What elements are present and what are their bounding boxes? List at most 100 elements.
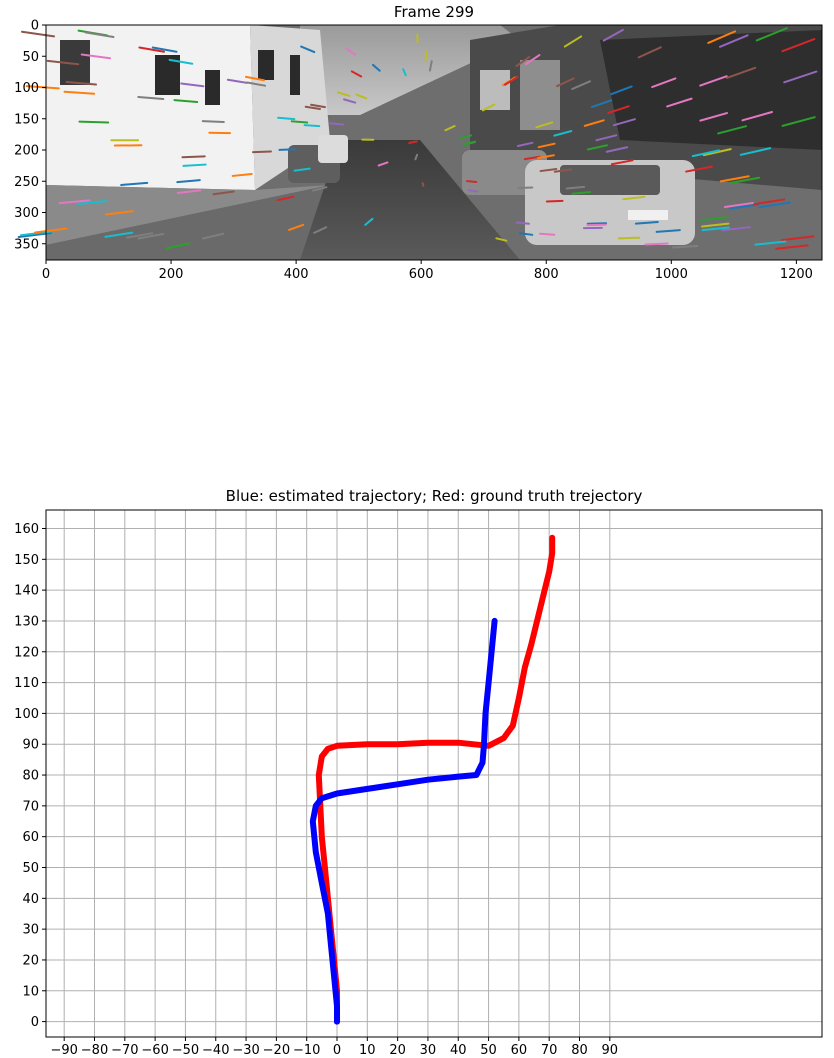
trajectory-chart-title: Blue: estimated trajectory; Red: ground … — [225, 487, 643, 505]
x-tick-label: −80 — [81, 1043, 108, 1058]
feature-track — [137, 232, 165, 240]
feature-track — [553, 130, 573, 137]
trajectory-y-axis: 0 10 20 30 40 50 60 70 80 90 100 110 120 130 140 150 160 — [14, 522, 46, 1030]
feature-track — [563, 35, 583, 48]
feature-track — [246, 81, 267, 87]
feature-track — [605, 146, 629, 153]
feature-track — [46, 59, 80, 66]
frame-y-tick-label: 250 — [14, 175, 39, 190]
feature-track — [610, 85, 633, 96]
feature-track — [304, 105, 321, 110]
feature-track — [313, 226, 328, 234]
frame-y-axis: 0 50 100 150 200 250 300 350 — [14, 19, 46, 252]
frame-y-tick-label: 50 — [22, 50, 39, 65]
y-tick-label: 0 — [31, 1015, 39, 1030]
frame-x-tick-label: 800 — [534, 267, 559, 282]
x-tick-label: 0 — [333, 1043, 341, 1058]
feature-track — [137, 95, 165, 100]
x-tick-label: −20 — [263, 1043, 290, 1058]
feature-track — [180, 82, 205, 88]
feature-track — [515, 56, 531, 68]
feature-track — [402, 68, 407, 77]
frame-y-tick-label: 300 — [14, 206, 39, 221]
feature-track — [428, 60, 433, 72]
feature-track — [672, 245, 699, 249]
feature-track — [372, 63, 381, 72]
feature-track — [701, 222, 730, 228]
feature-track — [201, 120, 225, 124]
feature-track — [699, 112, 728, 122]
feature-track — [377, 161, 389, 167]
feature-track — [545, 199, 564, 203]
feature-tracks — [17, 27, 818, 250]
frame-y-tick-label: 100 — [14, 81, 39, 96]
x-tick-label: −40 — [202, 1043, 229, 1058]
feature-track — [634, 221, 659, 225]
feature-track — [182, 163, 207, 167]
feature-track — [556, 77, 575, 88]
feature-track — [565, 185, 586, 190]
trajectory-grid — [46, 510, 822, 1037]
feature-track — [753, 198, 786, 206]
feature-track — [58, 199, 91, 205]
feature-track — [535, 121, 554, 129]
y-tick-label: 110 — [14, 676, 39, 691]
x-tick-label: −30 — [232, 1043, 259, 1058]
feature-track — [622, 195, 646, 201]
feature-track — [602, 28, 624, 42]
feature-track — [655, 229, 681, 233]
feature-track — [104, 210, 134, 216]
feature-track — [19, 230, 55, 237]
feature-track — [699, 216, 729, 222]
frame-x-tick-label: 200 — [159, 267, 184, 282]
feature-track — [151, 46, 178, 53]
feature-track — [303, 124, 321, 128]
x-tick-label: 60 — [511, 1043, 528, 1058]
feature-track — [165, 242, 191, 250]
feature-track — [120, 181, 149, 186]
x-tick-label: 50 — [480, 1043, 497, 1058]
feature-track — [719, 175, 750, 183]
feature-track — [276, 195, 295, 202]
feature-track — [350, 70, 363, 78]
feature-track — [459, 134, 472, 140]
feature-track — [721, 226, 752, 232]
y-tick-label: 60 — [22, 830, 39, 845]
y-tick-label: 70 — [22, 799, 39, 814]
feature-track — [612, 118, 636, 127]
feature-track — [202, 232, 225, 240]
y-tick-label: 90 — [22, 738, 39, 753]
feature-track — [539, 168, 558, 173]
trajectory-x-axis: −90 −80 −70 −60 −50 −40 −30 −20 −10 0 10 20 30 40 50 60… — [50, 1037, 618, 1058]
feature-track — [553, 168, 573, 173]
feature-track — [699, 75, 728, 87]
frame-x-tick-label: 400 — [284, 267, 309, 282]
ground-truth-trajectory-line — [315, 534, 556, 1025]
feature-track — [691, 149, 721, 158]
trajectory-series — [309, 534, 556, 1025]
feature-track — [702, 148, 732, 157]
feature-track — [252, 150, 272, 154]
frame-x-axis: 0 200 400 600 800 1000 1200 — [42, 260, 813, 282]
x-tick-label: 10 — [359, 1043, 376, 1058]
x-tick-label: −50 — [172, 1043, 199, 1058]
feature-track — [537, 154, 555, 160]
trajectory-axes-border — [45, 509, 823, 1038]
y-tick-label: 130 — [14, 614, 39, 629]
y-tick-label: 140 — [14, 584, 39, 599]
feature-track — [414, 153, 419, 161]
feature-track — [168, 58, 194, 65]
feature-track — [104, 231, 134, 238]
feature-track — [78, 120, 110, 124]
feature-track — [719, 34, 749, 48]
feature-track — [310, 103, 326, 109]
frame-x-tick-label: 0 — [42, 267, 50, 282]
feature-track — [537, 142, 556, 149]
feature-track — [290, 120, 309, 124]
feature-track — [739, 147, 772, 156]
x-tick-label: −60 — [141, 1043, 168, 1058]
feature-track — [345, 47, 357, 56]
feature-track — [758, 201, 791, 209]
feature-track — [424, 50, 428, 63]
feature-track — [288, 223, 305, 231]
